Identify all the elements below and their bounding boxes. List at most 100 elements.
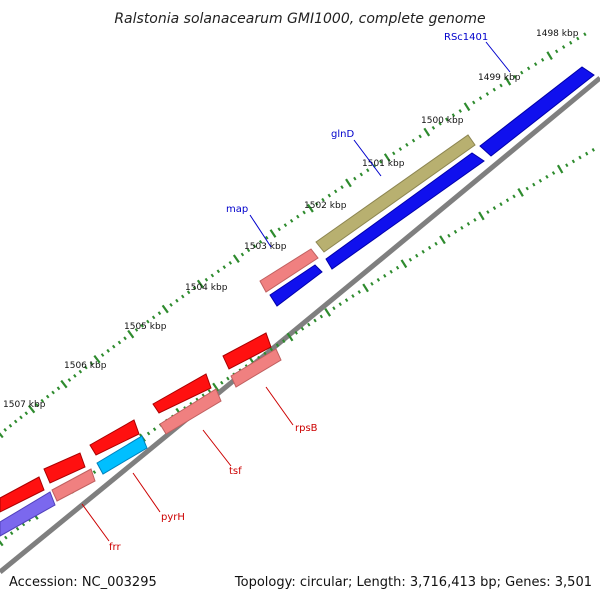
inner-minor-tick [512, 194, 516, 199]
gene-red-2[interactable] [152, 373, 212, 414]
outer-minor-tick [24, 411, 29, 416]
outer-minor-tick [228, 261, 233, 265]
inner-minor-tick [269, 347, 274, 352]
inner-minor-tick [466, 221, 471, 226]
inner-minor-tick [313, 318, 317, 323]
outer-minor-tick [372, 164, 376, 168]
outer-minor-tick [169, 303, 173, 307]
outer-minor-tick [283, 223, 288, 227]
leader-pyrh [132, 472, 161, 513]
inner-minor-tick [152, 427, 157, 432]
outer-minor-tick [45, 394, 50, 399]
outer-minor-tick [398, 147, 403, 151]
outer-minor-tick [445, 117, 449, 122]
gene-olive[interactable] [315, 134, 476, 253]
inner-minor-tick [505, 198, 510, 203]
outer-minor-tick [186, 290, 191, 295]
outer-major-tick [161, 304, 169, 314]
inner-minor-tick [357, 290, 361, 294]
gene-map[interactable] [259, 248, 319, 293]
inner-minor-tick [332, 306, 336, 311]
gene-label-map[interactable]: map [226, 204, 248, 215]
inner-minor-tick [4, 535, 8, 540]
outer-major-tick [383, 153, 391, 162]
outer-minor-tick [73, 373, 77, 378]
leader-frr [81, 503, 110, 542]
inner-minor-tick [92, 470, 97, 474]
inner-minor-tick [351, 294, 355, 298]
outer-minor-tick [378, 159, 383, 164]
gene-tsf[interactable] [159, 388, 222, 435]
gene-red-5[interactable] [0, 476, 45, 513]
gene-labels: RSc1401 glnD map rpsB tsf pyrH frr [109, 32, 488, 553]
gene-blue-short[interactable] [269, 264, 323, 307]
outer-minor-tick [40, 398, 45, 403]
kbp-label-1507: 1507 kbp [3, 400, 46, 410]
outer-minor-tick [314, 202, 319, 206]
leader-glnd [353, 139, 382, 177]
outer-minor-tick [146, 319, 150, 324]
inner-minor-tick [395, 265, 400, 270]
inner-minor-tick [532, 182, 536, 187]
outer-minor-tick [151, 315, 156, 320]
outer-minor-tick [340, 185, 344, 190]
outer-minor-tick [411, 138, 416, 143]
outer-minor-tick [418, 134, 422, 139]
inner-minor-tick [307, 322, 311, 327]
kbp-label-1503: 1503 kbp [244, 242, 287, 252]
inner-minor-tick [275, 343, 280, 348]
gene-rsc1401[interactable] [479, 66, 595, 157]
outer-minor-tick [240, 252, 245, 257]
gene-blue-long[interactable] [325, 152, 485, 270]
outer-minor-tick [78, 369, 83, 374]
outer-minor-tick [106, 348, 110, 353]
outer-minor-tick [112, 344, 116, 349]
outer-minor-tick [513, 74, 517, 79]
outer-minor-tick [192, 286, 197, 290]
gene-purple[interactable] [0, 491, 56, 537]
outer-minor-tick [100, 353, 105, 357]
outer-minor-tick [478, 96, 483, 101]
gene-red-3[interactable] [89, 419, 140, 456]
outer-major-tick [0, 432, 4, 439]
kbp-label-1500: 1500 kbp [421, 116, 464, 126]
kbp-label-1506: 1506 kbp [64, 361, 107, 371]
outer-minor-tick [431, 125, 436, 130]
gene-label-frr[interactable]: frr [109, 542, 121, 553]
outer-minor-tick [472, 100, 476, 105]
inner-minor-tick [415, 253, 419, 258]
inner-major-tick [362, 283, 369, 293]
inner-minor-tick [15, 526, 20, 531]
outer-minor-tick [302, 210, 306, 215]
gene-label-rpsb[interactable]: rpsB [295, 423, 318, 434]
forward-strand-genes [259, 66, 595, 307]
gene-rpsb[interactable] [230, 348, 282, 388]
outer-minor-tick [180, 294, 185, 299]
gene-label-pyrh[interactable]: pyrH [161, 512, 185, 523]
outer-minor-tick [438, 121, 442, 126]
inner-minor-tick [578, 155, 582, 160]
inner-minor-tick [263, 351, 267, 356]
accession-text: Accession: NC_003295 [9, 575, 157, 590]
kbp-label-1498: 1498 kbp [536, 29, 579, 39]
gene-frr[interactable] [51, 468, 96, 502]
inner-minor-tick [525, 186, 529, 191]
inner-minor-tick [538, 178, 543, 183]
gene-red-1[interactable] [222, 332, 272, 370]
outer-major-tick [196, 279, 204, 289]
gene-label-tsf[interactable]: tsf [229, 466, 242, 477]
outer-minor-tick [3, 427, 7, 432]
gene-red-4[interactable] [43, 452, 86, 484]
outer-major-tick [27, 404, 36, 414]
outer-tick-track [0, 32, 587, 439]
outer-minor-tick [533, 62, 538, 67]
outer-minor-tick [296, 214, 300, 219]
inner-minor-tick [408, 257, 413, 262]
gene-label-glnd[interactable]: glnD [331, 129, 354, 140]
outer-minor-tick [451, 113, 456, 118]
gene-label-rsc1401[interactable]: RSc1401 [444, 32, 488, 43]
kbp-label-1505: 1505 kbp [124, 322, 167, 332]
gene-pyrh[interactable] [96, 435, 148, 475]
outer-minor-tick [19, 415, 23, 420]
inner-major-tick [478, 211, 485, 221]
